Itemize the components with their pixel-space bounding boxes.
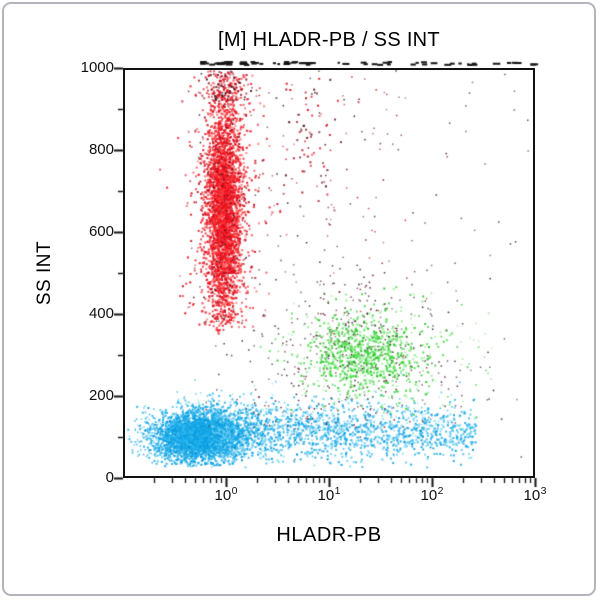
y-tick-label: 1000 <box>80 59 114 76</box>
y-tick-label: 200 <box>88 387 114 404</box>
plot-title: [M] HLADR-PB / SS INT <box>218 29 440 51</box>
x-tick-label: 103 <box>523 485 547 504</box>
y-tick-label: 800 <box>88 141 114 158</box>
x-tick-label: 100 <box>214 485 238 504</box>
y-tick-label: 0 <box>105 469 114 486</box>
y-tick-label: 600 <box>88 223 114 240</box>
y-axis-label: SS INT <box>34 240 55 306</box>
x-tick-label: 101 <box>317 485 341 504</box>
x-tick-label: 102 <box>420 485 444 504</box>
x-axis-label: HLADR-PB <box>276 524 382 546</box>
y-tick-label: 400 <box>88 305 114 322</box>
plot-area <box>123 68 535 478</box>
